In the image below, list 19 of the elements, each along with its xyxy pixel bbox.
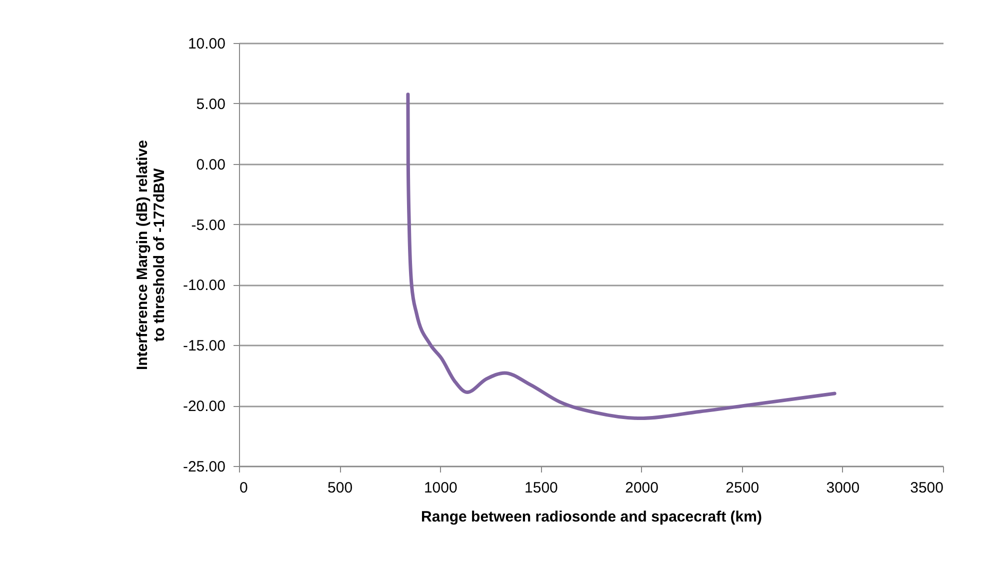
y-tick-label: -10.00 (182, 277, 226, 294)
x-tick-label: 3000 (826, 480, 860, 496)
y-tick-label: 10.00 (188, 36, 226, 52)
line-series (406, 92, 836, 420)
y-tick-label: -15.00 (182, 338, 226, 355)
y-tick-label: -20.00 (182, 398, 226, 416)
x-axis-title: Range between radiosonde and spacecraft (km) (421, 508, 762, 526)
x-tick-label: 3500 (910, 480, 944, 496)
x-tick-label: 0 (240, 480, 248, 496)
y-axis-title: Interference Margin (dB) relative to threshold of -177dBW (134, 140, 168, 370)
x-tick-label: 2000 (625, 480, 658, 496)
x-tick-label: 2500 (726, 480, 760, 496)
y-tick-label: -5.00 (191, 216, 226, 234)
x-tick-label: 1500 (524, 480, 558, 496)
y-tick-label: 5.00 (196, 96, 226, 113)
x-tick-label: 500 (328, 480, 353, 496)
x-tick-label: 1000 (424, 480, 458, 496)
y-tick-label: 0.00 (196, 156, 226, 174)
y-tick-label: -25.00 (182, 458, 226, 476)
